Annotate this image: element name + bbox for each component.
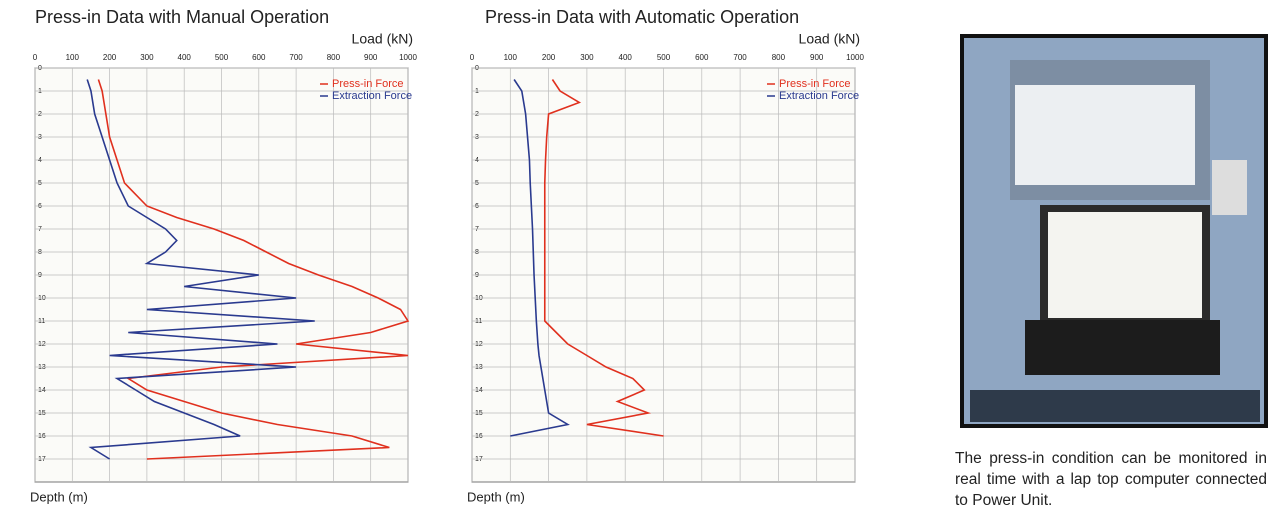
x-tick-label: 900 — [810, 53, 824, 62]
x-tick-label: 500 — [657, 53, 671, 62]
x-tick-label: 400 — [619, 53, 633, 62]
x-tick-label: 600 — [252, 53, 266, 62]
legend-label: Extraction Force — [779, 90, 859, 102]
x-tick-label: 700 — [733, 53, 747, 62]
chart-title: Press-in Data with Manual Operation — [35, 7, 329, 27]
x-tick-label: 1000 — [846, 53, 864, 62]
photo — [960, 34, 1268, 428]
legend-label: Press-in Force — [332, 78, 404, 90]
series-line — [510, 79, 570, 437]
legend-label: Press-in Force — [779, 78, 851, 90]
x-tick-label: 300 — [580, 53, 594, 62]
x-tick-label: 800 — [772, 53, 786, 62]
x-tick-label: 400 — [178, 53, 192, 62]
x-axis-label: Load (kN) — [352, 31, 413, 47]
legend-label: Extraction Force — [332, 90, 412, 102]
series-line — [86, 79, 315, 460]
x-tick-label: 900 — [364, 53, 378, 62]
x-tick-label: 700 — [289, 53, 303, 62]
x-tick-label: 1000 — [399, 53, 417, 62]
x-tick-label: 500 — [215, 53, 229, 62]
y-axis-label: Depth (m) — [30, 489, 88, 504]
series-line — [543, 79, 664, 437]
x-tick-label: 300 — [140, 53, 154, 62]
x-tick-label: 100 — [66, 53, 80, 62]
series-line — [97, 79, 410, 460]
x-tick-label: 200 — [103, 53, 117, 62]
x-axis-label: Load (kN) — [799, 31, 860, 47]
x-tick-label: 0 — [33, 53, 38, 62]
caption: The press-in condition can be monitored … — [955, 450, 1267, 509]
x-tick-label: 0 — [470, 53, 475, 62]
x-tick-label: 100 — [504, 53, 518, 62]
x-tick-label: 600 — [695, 53, 709, 62]
x-tick-label: 800 — [327, 53, 341, 62]
y-axis-label: Depth (m) — [467, 489, 525, 504]
chart-title: Press-in Data with Automatic Operation — [485, 7, 799, 27]
x-tick-label: 200 — [542, 53, 556, 62]
